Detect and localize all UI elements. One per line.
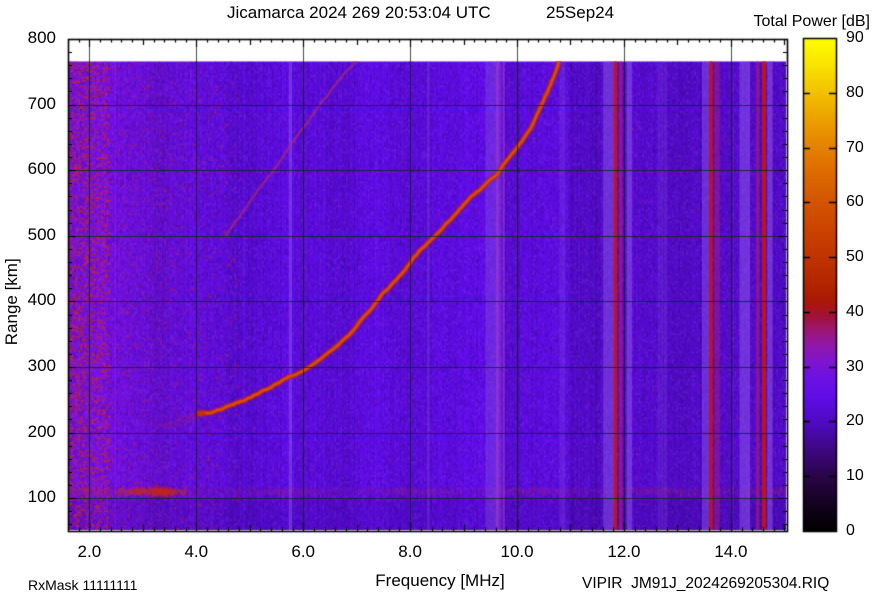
y-tick-label: 100: [27, 487, 56, 507]
x-tick-label: 14.0: [714, 542, 748, 561]
plot-title: Jicamarca 2024 269 20:53:04 UTC: [227, 3, 491, 22]
colorbar-tick-label: 90: [846, 29, 864, 46]
plot-date: 25Sep24: [546, 3, 615, 22]
x-axis-label: Frequency [MHz]: [375, 571, 505, 590]
y-tick-label: 400: [27, 290, 56, 310]
y-tick-label: 500: [27, 224, 56, 244]
colorbar-title: Total Power [dB]: [753, 13, 871, 30]
file-reference-label: VIPIR JM91J_2024269205304.RIQ: [582, 575, 830, 592]
y-tick-label: 700: [27, 93, 56, 113]
x-tick-label: 12.0: [607, 542, 641, 561]
x-tick-label: 2.0: [77, 542, 102, 561]
rxmask-label: RxMask 11111111: [28, 577, 138, 593]
x-tick-label: 6.0: [291, 542, 316, 561]
x-tick-label: 4.0: [184, 542, 209, 561]
colorbar-tick-label: 50: [846, 248, 864, 266]
y-tick-label: 800: [27, 28, 56, 47]
x-tick-label: 8.0: [398, 542, 422, 561]
colorbar-tick-label: 30: [846, 357, 864, 375]
colorbar-tick-label: 70: [846, 138, 864, 156]
colorbar-tick-label: 20: [846, 412, 864, 430]
colorbar-tick-label: 10: [846, 467, 864, 485]
y-tick-label: 600: [27, 159, 56, 179]
y-tick-label: 200: [27, 421, 56, 441]
x-tick-label: 10.0: [500, 542, 534, 561]
colorbar-tick-label: 0: [846, 522, 855, 539]
colorbar-tick-label: 80: [846, 83, 864, 101]
colorbar-tick-label: 60: [846, 193, 864, 211]
colorbar-tick-label: 40: [846, 302, 864, 320]
y-tick-label: 300: [27, 356, 56, 375]
